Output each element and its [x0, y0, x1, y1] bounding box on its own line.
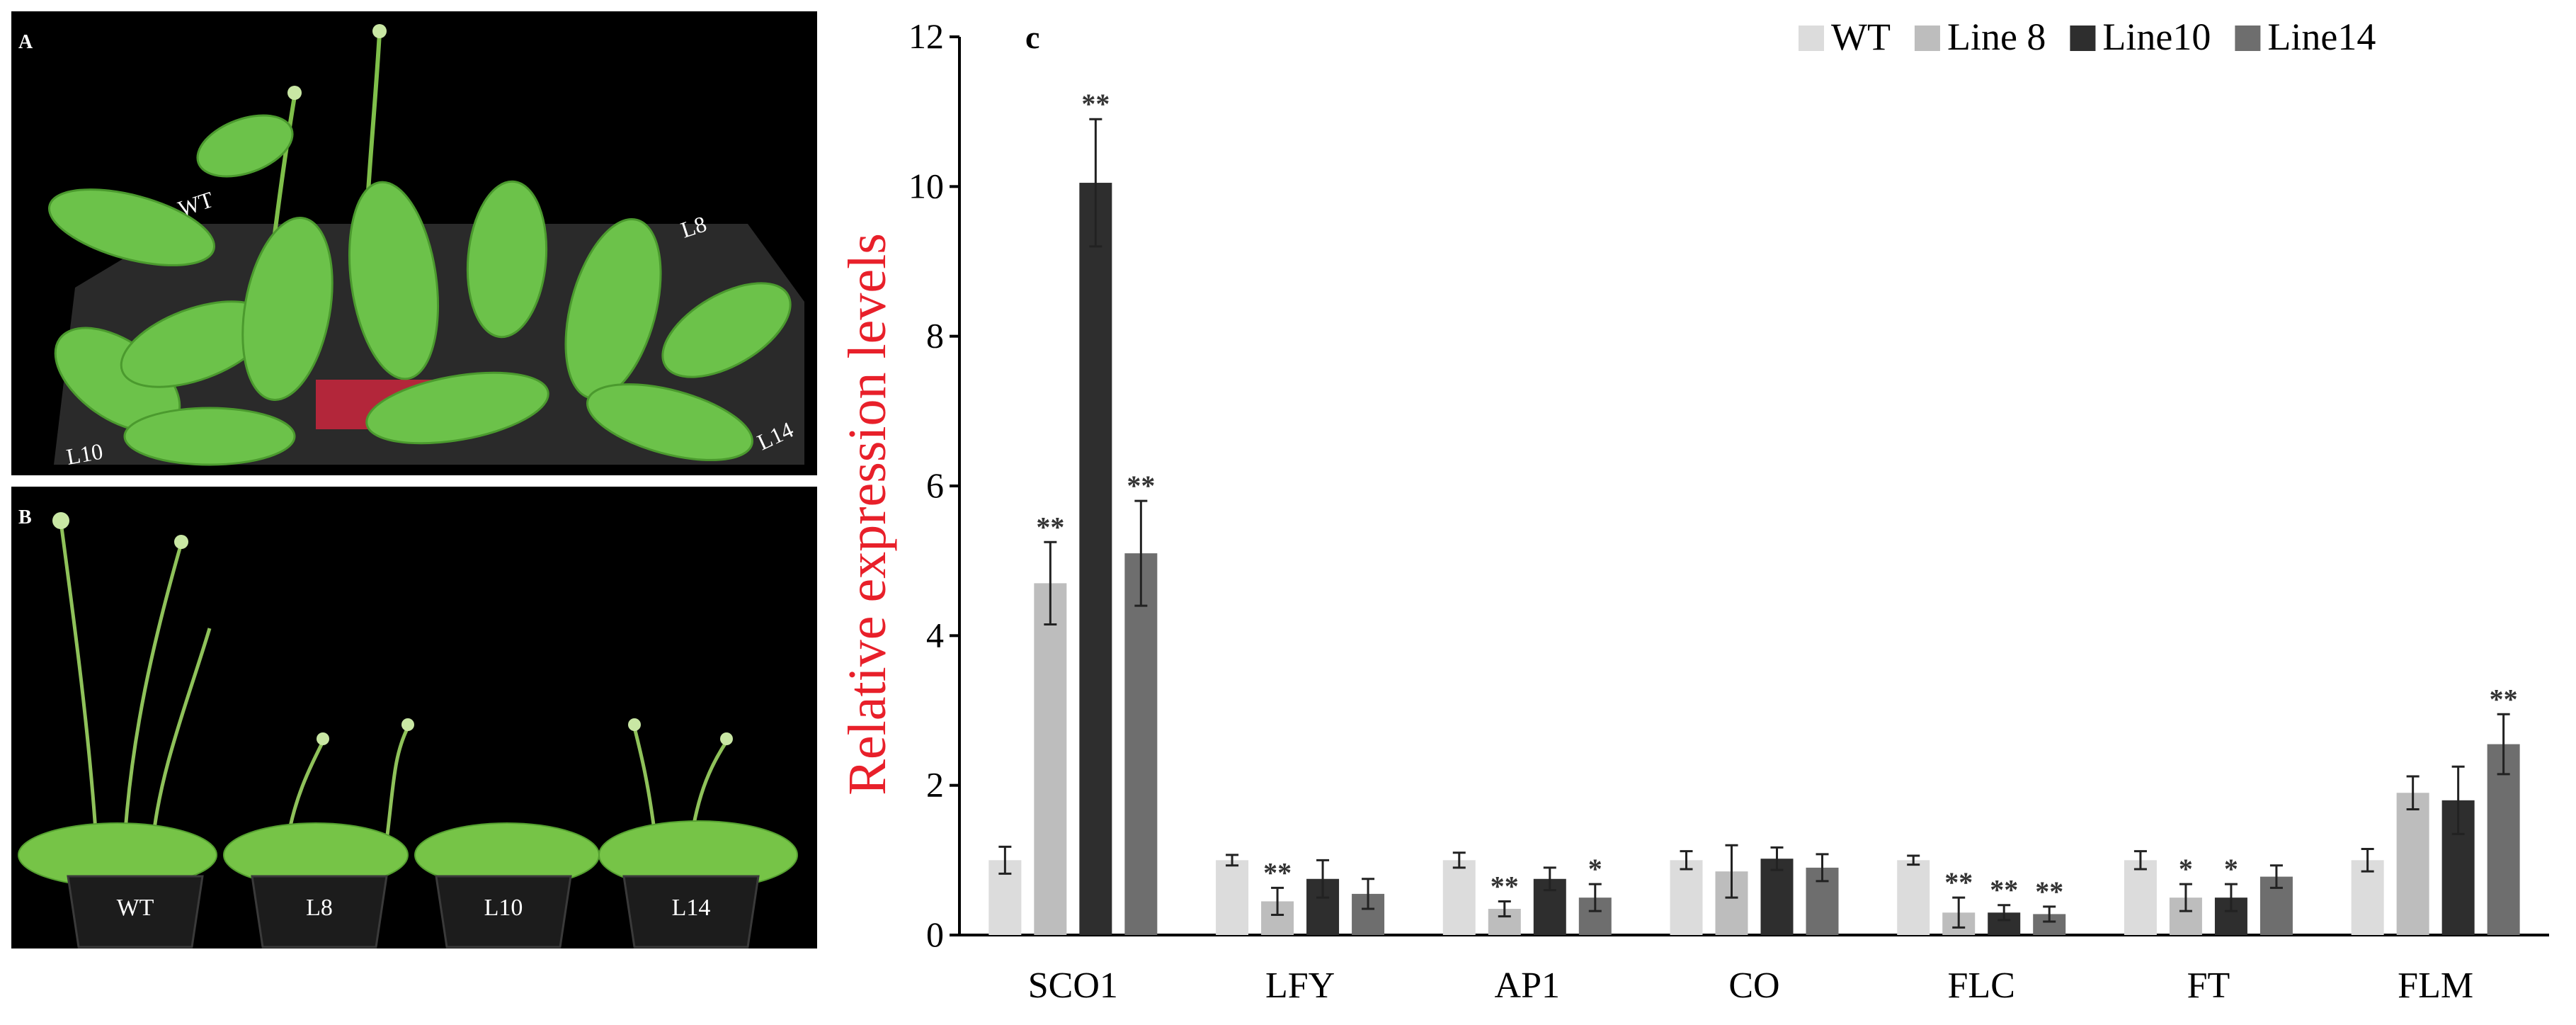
bar	[2351, 860, 2384, 935]
y-tick-label: 12	[908, 16, 944, 56]
legend-swatch	[1799, 26, 1824, 51]
panel-a-letter: A	[18, 31, 33, 53]
x-category-label: FLC	[1948, 965, 2015, 1006]
y-axis-label: Relative expression levels	[838, 233, 897, 795]
legend-label: Line14	[2267, 16, 2376, 58]
y-tick-label: 0	[926, 914, 944, 954]
significance-mark: **	[1491, 870, 1519, 902]
chart-legend: WT Line 8 Line10 Line14	[1799, 16, 2376, 58]
panel-b-label-wt: WT	[117, 895, 154, 921]
significance-mark: **	[1990, 874, 2018, 906]
bar	[1670, 860, 1703, 935]
panel-a-label-wt: WT	[175, 186, 217, 222]
x-category-label: AP1	[1495, 965, 1560, 1006]
significance-mark: **	[1944, 866, 1973, 898]
panel-b-label-l8: L8	[306, 895, 333, 921]
y-tick-label: 6	[926, 465, 944, 505]
legend-label: Line 8	[1947, 16, 2046, 58]
y-tick-label: 4	[926, 615, 944, 655]
legend-swatch	[1914, 26, 1940, 51]
legend-label: Line10	[2102, 16, 2211, 58]
x-category-label: LFY	[1265, 965, 1335, 1006]
flowering-plants-photo: B WT L8 L10 L14	[18, 506, 798, 948]
significance-mark: *	[2179, 853, 2193, 885]
legend-label: WT	[1831, 16, 1891, 58]
legend-swatch	[2235, 26, 2261, 51]
panel-a-label-l10: L10	[64, 438, 105, 469]
photo-panel-b: B WT L8 L10 L14	[11, 487, 817, 948]
bar	[1760, 859, 1794, 935]
significance-mark: **	[1081, 88, 1110, 120]
significance-mark: **	[2035, 876, 2063, 907]
x-category-label: FLM	[2398, 965, 2473, 1006]
y-tick-label: 2	[926, 765, 944, 805]
photo-panel-a: A WT L8 L10 L14	[11, 11, 817, 475]
panel-b-letter: B	[18, 506, 32, 528]
panel-c-letter: c	[1025, 19, 1039, 55]
chart-bars: ******** *** ** ** *** ***	[988, 88, 2520, 935]
significance-mark: **	[2490, 683, 2518, 715]
bar	[1897, 860, 1930, 935]
x-category-label: SCO1	[1028, 965, 1118, 1006]
rosette-plants-photo: A WT L8 L10 L14	[18, 24, 804, 470]
bar	[1216, 860, 1249, 935]
legend-swatch	[2070, 26, 2096, 51]
bar	[1442, 860, 1476, 935]
y-tick-label: 8	[926, 316, 944, 356]
panel-b-label-l10: L10	[484, 895, 523, 921]
bar	[1124, 553, 1158, 935]
significance-mark: *	[1588, 853, 1602, 885]
y-tick-label: 10	[908, 166, 944, 205]
bar	[2124, 860, 2157, 935]
significance-mark: *	[2224, 853, 2238, 885]
x-category-label: FT	[2187, 965, 2230, 1006]
significance-mark: **	[1263, 856, 1292, 888]
bar	[2396, 793, 2429, 935]
bar	[1079, 183, 1112, 935]
panel-b-label-l14: L14	[672, 895, 711, 921]
bar	[2487, 744, 2520, 935]
bar	[1034, 583, 1067, 935]
significance-mark: **	[1036, 511, 1064, 543]
x-category-label: CO	[1728, 965, 1779, 1006]
expression-bar-chart: c Relative expression levels 0 2 4 6 8 10 12 SC…	[838, 16, 2549, 1006]
significance-mark: **	[1127, 470, 1155, 502]
